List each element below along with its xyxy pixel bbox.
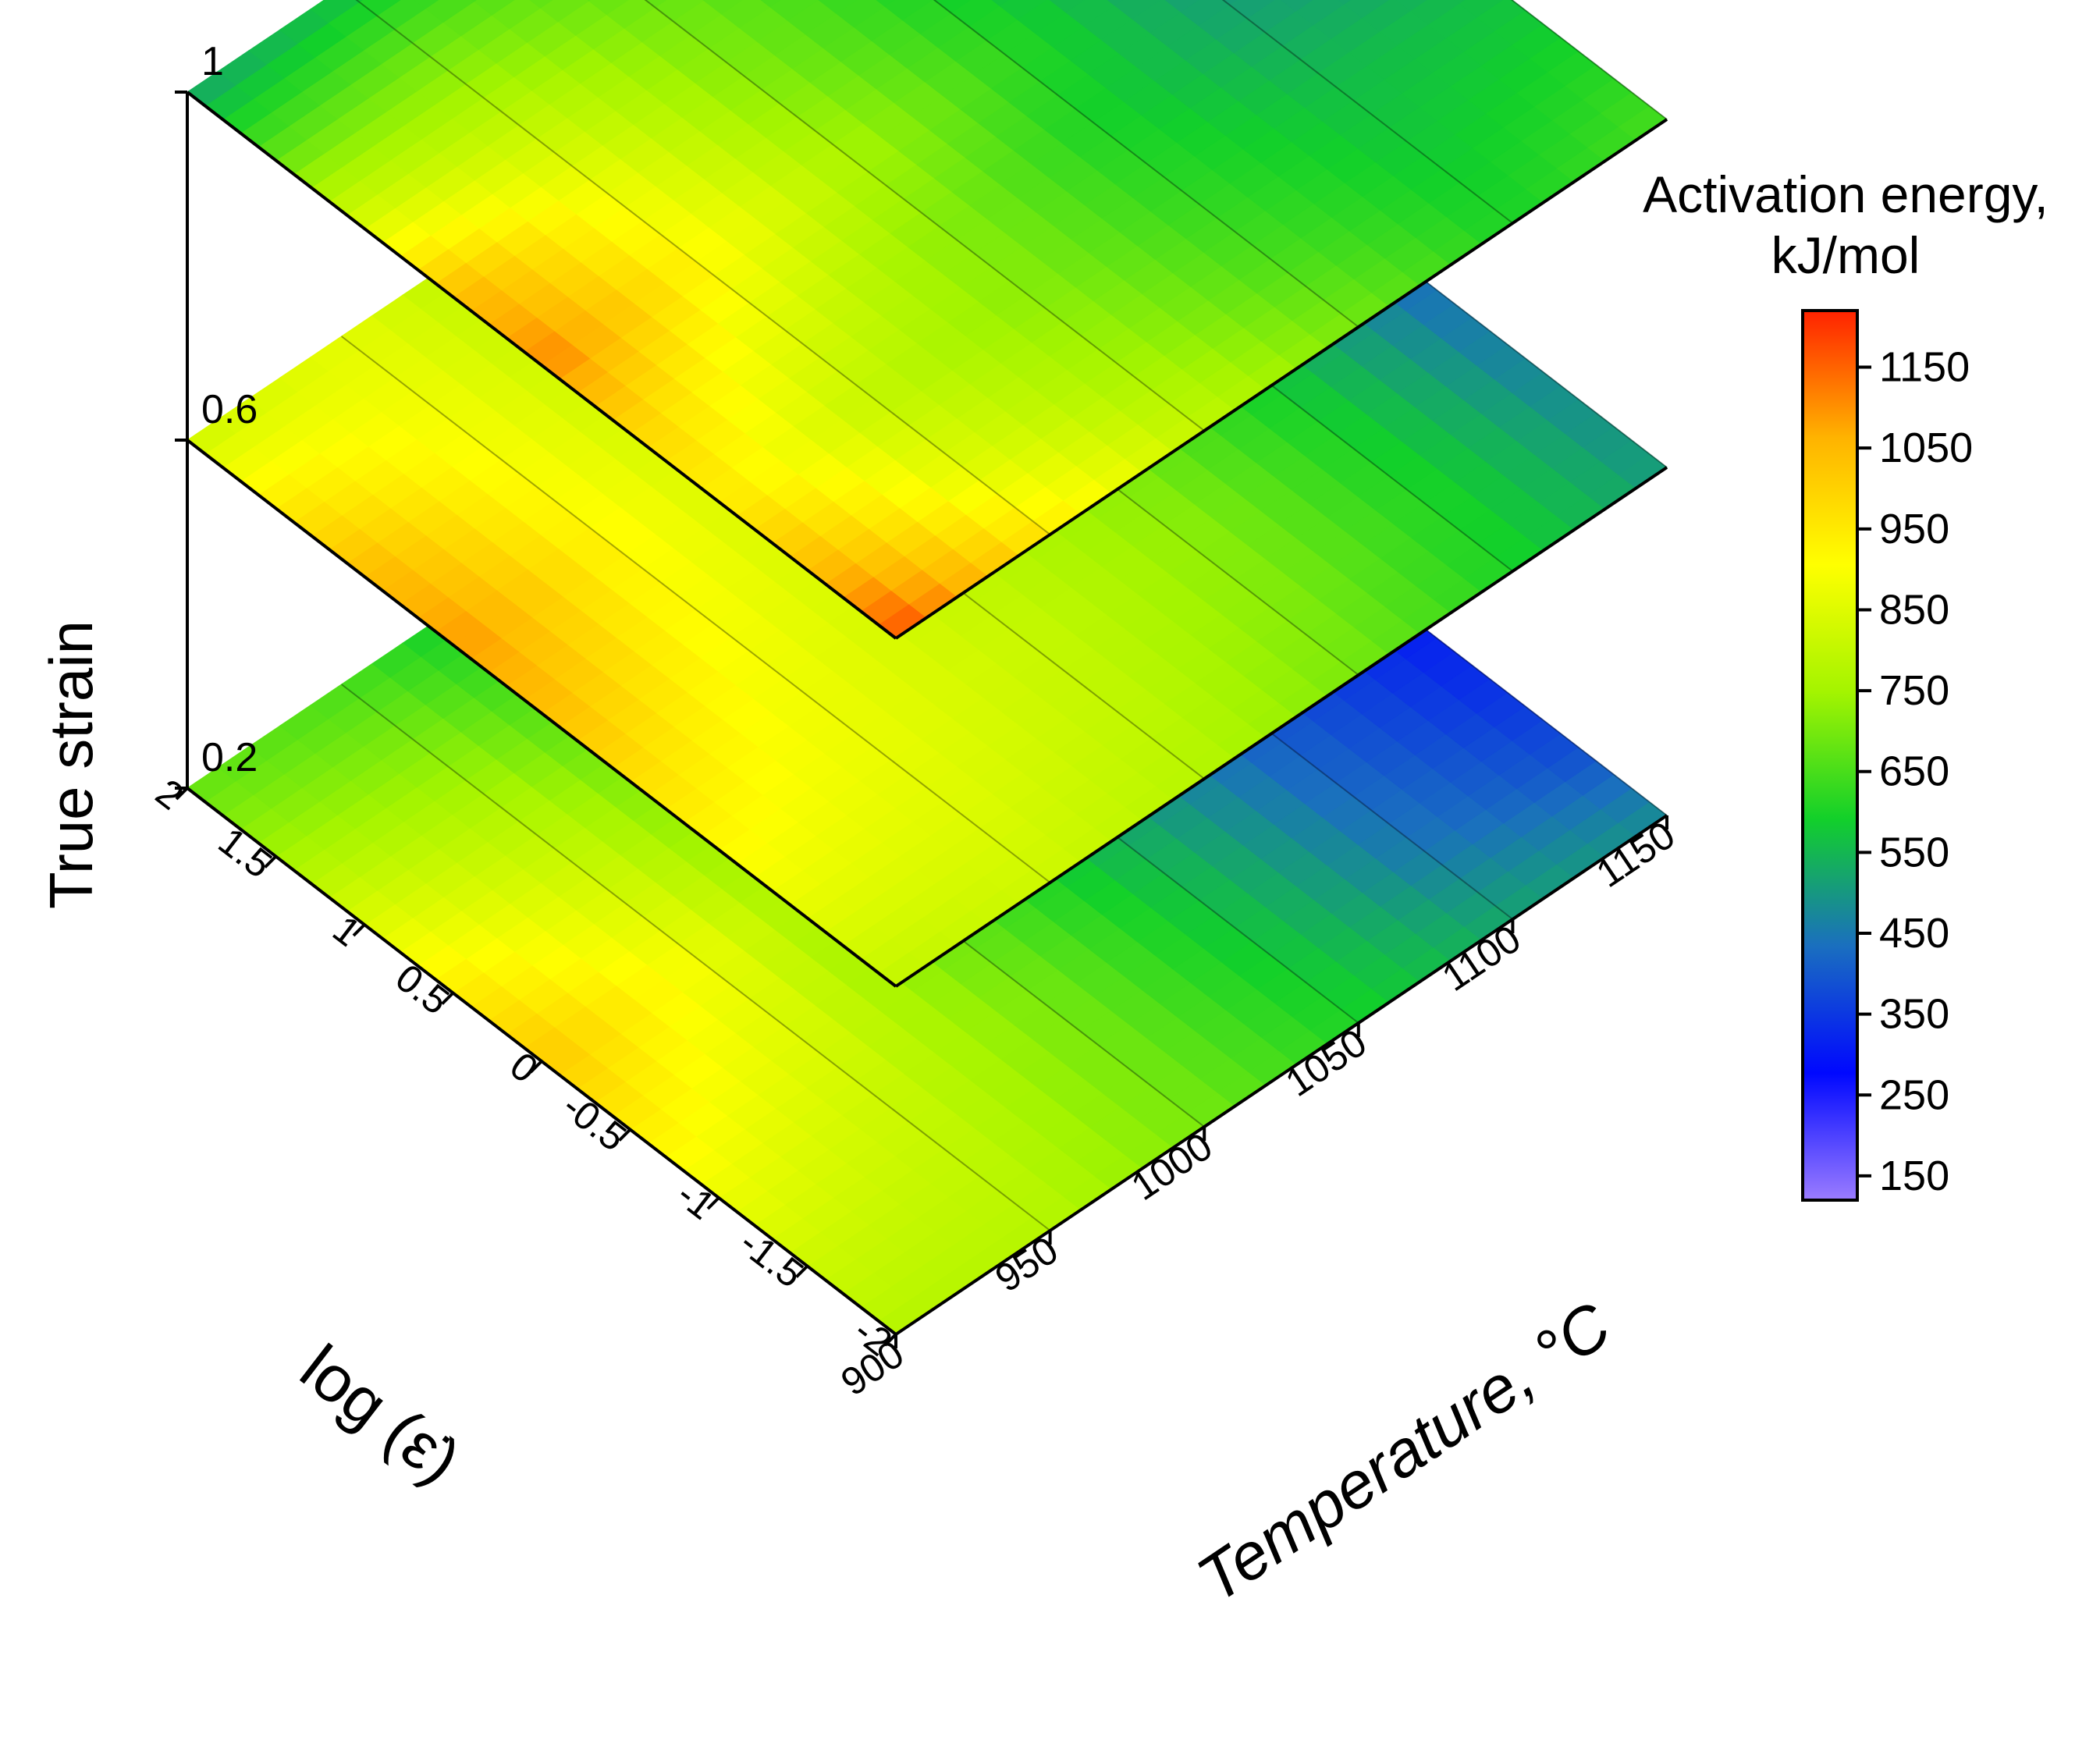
y-tick-label: 2	[147, 770, 191, 818]
heatmap-cell	[358, 0, 401, 16]
y-tick	[441, 992, 454, 1005]
heatmap-cell	[654, 0, 705, 22]
heatmap-cell	[1222, 0, 1238, 5]
contour-line	[1510, 0, 1668, 120]
heatmap-cell	[702, 0, 743, 15]
colorbar-tick-label: 250	[1879, 1071, 1949, 1118]
z-tick-label: 1	[201, 39, 224, 84]
contour-line	[355, 0, 1051, 535]
heatmap-cell	[720, 0, 771, 29]
colorbar-tick-label: 750	[1879, 667, 1949, 714]
heatmap-cell	[1476, 0, 1526, 32]
heatmap-cell	[606, 0, 656, 29]
heatmap-cell	[1164, 0, 1199, 12]
heatmap-cell	[1409, 0, 1460, 25]
slice-strain-1	[186, 0, 1668, 640]
contour-line	[644, 0, 1205, 432]
colorbar-tick-label: 950	[1879, 506, 1949, 552]
colorbar-title-line2: kJ/mol	[1771, 226, 1921, 284]
colorbar-tick-label: 850	[1879, 586, 1949, 633]
heatmap-cell	[310, 0, 361, 23]
heatmap-cell	[1453, 0, 1466, 5]
heatmap-cell	[760, 0, 781, 8]
heatmap-cell	[356, 0, 363, 3]
slice-edge	[186, 439, 897, 988]
colorbar-tick-label: 1150	[1879, 344, 1970, 391]
heatmap-cell	[414, 0, 439, 9]
heatmap-cell	[991, 0, 1009, 7]
colorbar-bar	[1801, 309, 1859, 1202]
heatmap-cell	[787, 0, 837, 35]
heatmap-cell	[1016, 0, 1067, 34]
contour-line	[340, 336, 1051, 883]
heatmap-cell	[1295, 0, 1345, 26]
heatmap-cell	[1107, 0, 1123, 6]
x-tick-label: 900	[833, 1332, 911, 1405]
z-tick-label: 0.2	[201, 735, 258, 780]
heatmap-cell	[1338, 0, 1352, 5]
heatmap-cell	[473, 0, 515, 16]
contour-slices	[186, 0, 1668, 1336]
y-tick	[529, 1060, 543, 1074]
heatmap-cell	[587, 0, 592, 2]
heatmap-cell	[1131, 0, 1181, 34]
heatmap-cell	[1064, 0, 1115, 27]
y-tick	[795, 1265, 808, 1278]
colorbar-title-line1: Activation energy,	[1643, 165, 2048, 223]
colorbar-tick-label: 1050	[1879, 424, 1973, 471]
heatmap-cell	[1361, 0, 1412, 32]
heatmap-cell	[876, 0, 895, 7]
heatmap-cell	[933, 0, 972, 14]
y-tick	[352, 923, 366, 937]
contour-line	[1221, 0, 1514, 224]
contour-line	[933, 0, 1359, 328]
colorbar-tick-label: 350	[1879, 991, 1949, 1038]
heatmap-cell	[1280, 0, 1313, 12]
heatmap-cell	[376, 0, 427, 30]
heatmap-cell	[1395, 0, 1427, 12]
colorbar-tick-label: 150	[1879, 1153, 1949, 1199]
z-axis: 0.2 0.6 1 True strain	[37, 39, 258, 909]
y-tick	[883, 1333, 897, 1347]
slice-edge	[894, 466, 1668, 988]
heatmap-cell	[1049, 0, 1086, 13]
heatmap-cell	[645, 0, 667, 9]
colorbar-tick-label: 650	[1879, 748, 1949, 795]
heatmap-cell	[883, 0, 933, 21]
heatmap-cell	[1343, 0, 1389, 19]
heatmap-cell	[835, 0, 886, 28]
y-tick	[618, 1128, 631, 1142]
z-axis-label: True strain	[37, 620, 105, 909]
colorbar: Activation energy, kJ/mol 150 250 350 450 55…	[1643, 165, 2048, 1202]
slice-edge	[894, 814, 1668, 1336]
colorbar-tick-label: 450	[1879, 910, 1949, 957]
heatmap-cell	[1228, 0, 1275, 20]
heatmap-cell	[588, 0, 629, 16]
colorbar-tick-label: 550	[1879, 829, 1949, 876]
heatmap-cell	[1114, 0, 1161, 20]
slice-edge	[186, 91, 897, 640]
slice-edge	[894, 118, 1668, 640]
heatmap-cell	[1246, 0, 1296, 33]
y-tick	[175, 787, 189, 801]
heatmap-cell	[471, 0, 477, 2]
heatmap-cell	[999, 0, 1047, 20]
contour-line	[340, 684, 1051, 1231]
heatmap-cell	[1180, 0, 1231, 27]
heatmap-cell	[769, 0, 819, 21]
y-axis-label: log (ε̇)	[287, 1330, 474, 1497]
heatmap-cell	[818, 0, 858, 14]
heatmap-cell	[425, 0, 475, 23]
z-tick-label: 0.6	[201, 387, 258, 432]
heatmap-cell	[1458, 0, 1503, 18]
x-axis-label: Temperature, °C	[1185, 1288, 1624, 1616]
heatmap-cell	[950, 0, 1000, 27]
heatmap-cell	[901, 0, 952, 34]
y-tick	[264, 855, 277, 868]
heatmap-cell	[529, 0, 553, 9]
heatmap-cell	[539, 0, 590, 23]
y-tick	[706, 1196, 720, 1210]
